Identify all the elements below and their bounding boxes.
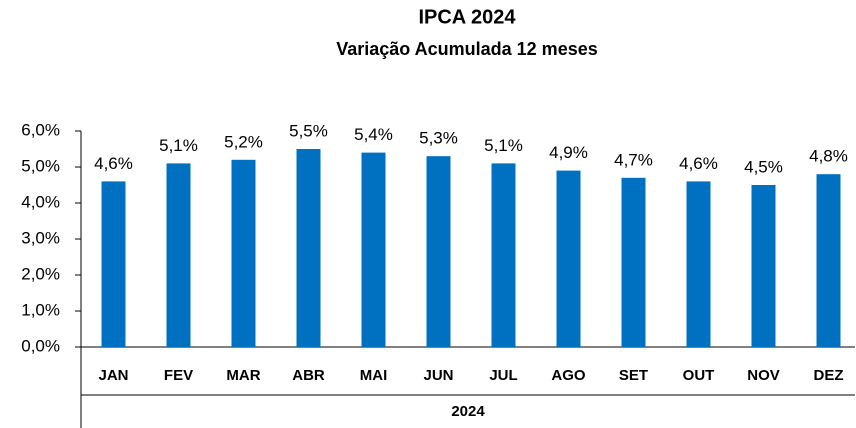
x-tick-label: JUL (489, 367, 517, 384)
y-tick-label: 5,0% (21, 156, 60, 175)
value-label: 4,5% (744, 157, 783, 176)
value-label: 4,9% (549, 143, 588, 162)
x-tick-label: MAI (360, 367, 388, 384)
value-label: 5,2% (224, 132, 263, 151)
y-tick-label: 1,0% (21, 300, 60, 319)
bar (361, 152, 386, 347)
x-tick-label: JUN (423, 367, 453, 384)
value-label: 4,6% (94, 154, 133, 173)
y-tick-label: 4,0% (21, 192, 60, 211)
x-tick-label: DEZ (814, 367, 844, 384)
x-tick-label: FEV (164, 367, 193, 384)
y-tick-label: 6,0% (21, 120, 60, 139)
bar (296, 149, 321, 347)
bar (491, 163, 516, 347)
group-label: 2024 (451, 403, 485, 420)
y-tick-label: 2,0% (21, 264, 60, 283)
value-label: 4,8% (809, 147, 848, 166)
x-tick-label: MAR (226, 367, 260, 384)
bar (556, 170, 581, 347)
chart-subtitle: Variação Acumulada 12 meses (336, 39, 597, 59)
x-tick-label: SET (619, 367, 648, 384)
bar (231, 159, 256, 347)
value-label: 5,3% (419, 129, 458, 148)
value-label: 5,4% (354, 125, 393, 144)
y-tick-label: 3,0% (21, 228, 60, 247)
value-label: 5,1% (484, 136, 523, 155)
bar (751, 185, 776, 347)
x-tick-label: AGO (551, 367, 586, 384)
bar (426, 156, 451, 347)
bar (816, 174, 841, 347)
x-tick-label: JAN (98, 367, 128, 384)
value-label: 4,6% (679, 154, 718, 173)
x-tick-label: OUT (683, 367, 715, 384)
y-tick-label: 0,0% (21, 336, 60, 355)
x-tick-label: NOV (747, 367, 780, 384)
value-label: 5,1% (159, 136, 198, 155)
bar (686, 181, 711, 347)
value-label: 4,7% (614, 150, 653, 169)
bar (621, 177, 646, 347)
value-label: 5,5% (289, 121, 328, 140)
bar (166, 163, 191, 347)
chart-title: IPCA 2024 (418, 6, 516, 28)
bar (101, 181, 126, 347)
x-tick-label: ABR (292, 367, 325, 384)
